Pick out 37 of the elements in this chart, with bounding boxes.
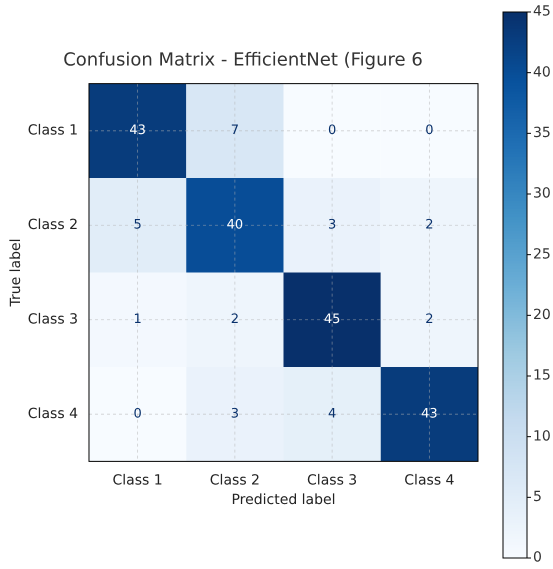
- data-label: 45: [324, 312, 340, 328]
- x-tick-label: Class 1: [112, 472, 163, 488]
- data-label: 43: [129, 123, 146, 138]
- data-label: 2: [425, 218, 434, 233]
- y-tick-label: Class 3: [28, 311, 78, 328]
- data-label: 4: [328, 406, 336, 422]
- data-label: 1: [133, 312, 142, 328]
- color-bar-label: 45: [533, 4, 551, 20]
- color-bar-label: 35: [533, 124, 551, 141]
- data-label: 3: [230, 406, 240, 422]
- x-tick-label: Class 4: [404, 472, 455, 488]
- color-bar-label: 30: [533, 186, 551, 202]
- data-label: 0: [425, 123, 434, 138]
- chart-title: Confusion Matrix - EfficientNet (Figure 6: [63, 49, 423, 70]
- y-axis-title: True label: [8, 238, 24, 308]
- color-bar-label: 20: [533, 306, 551, 323]
- color-bar-label: 15: [533, 368, 551, 384]
- data-label: 7: [230, 123, 240, 138]
- data-label: 43: [421, 406, 438, 422]
- data-label: 40: [226, 218, 244, 233]
- data-label: 2: [425, 312, 434, 328]
- data-label: 0: [133, 406, 142, 422]
- x-tick-label: Class 2: [210, 472, 260, 488]
- y-tick-label: Class 1: [28, 122, 78, 138]
- color-bar-label: 5: [533, 488, 542, 505]
- x-tick-label: Class 3: [307, 472, 358, 488]
- color-bar-label: 40: [533, 64, 551, 80]
- data-label: 2: [230, 312, 240, 328]
- data-label: 3: [328, 218, 336, 233]
- y-tick-label: Class 2: [28, 216, 78, 233]
- data-label: 0: [328, 123, 336, 138]
- color-bar-label: 25: [533, 246, 551, 262]
- data-label: 5: [133, 218, 142, 233]
- color-bar-label: 0: [533, 550, 542, 566]
- color-bar-label: 10: [533, 428, 551, 444]
- x-axis-title: Predicted label: [231, 492, 336, 508]
- y-tick-label: Class 4: [28, 406, 78, 422]
